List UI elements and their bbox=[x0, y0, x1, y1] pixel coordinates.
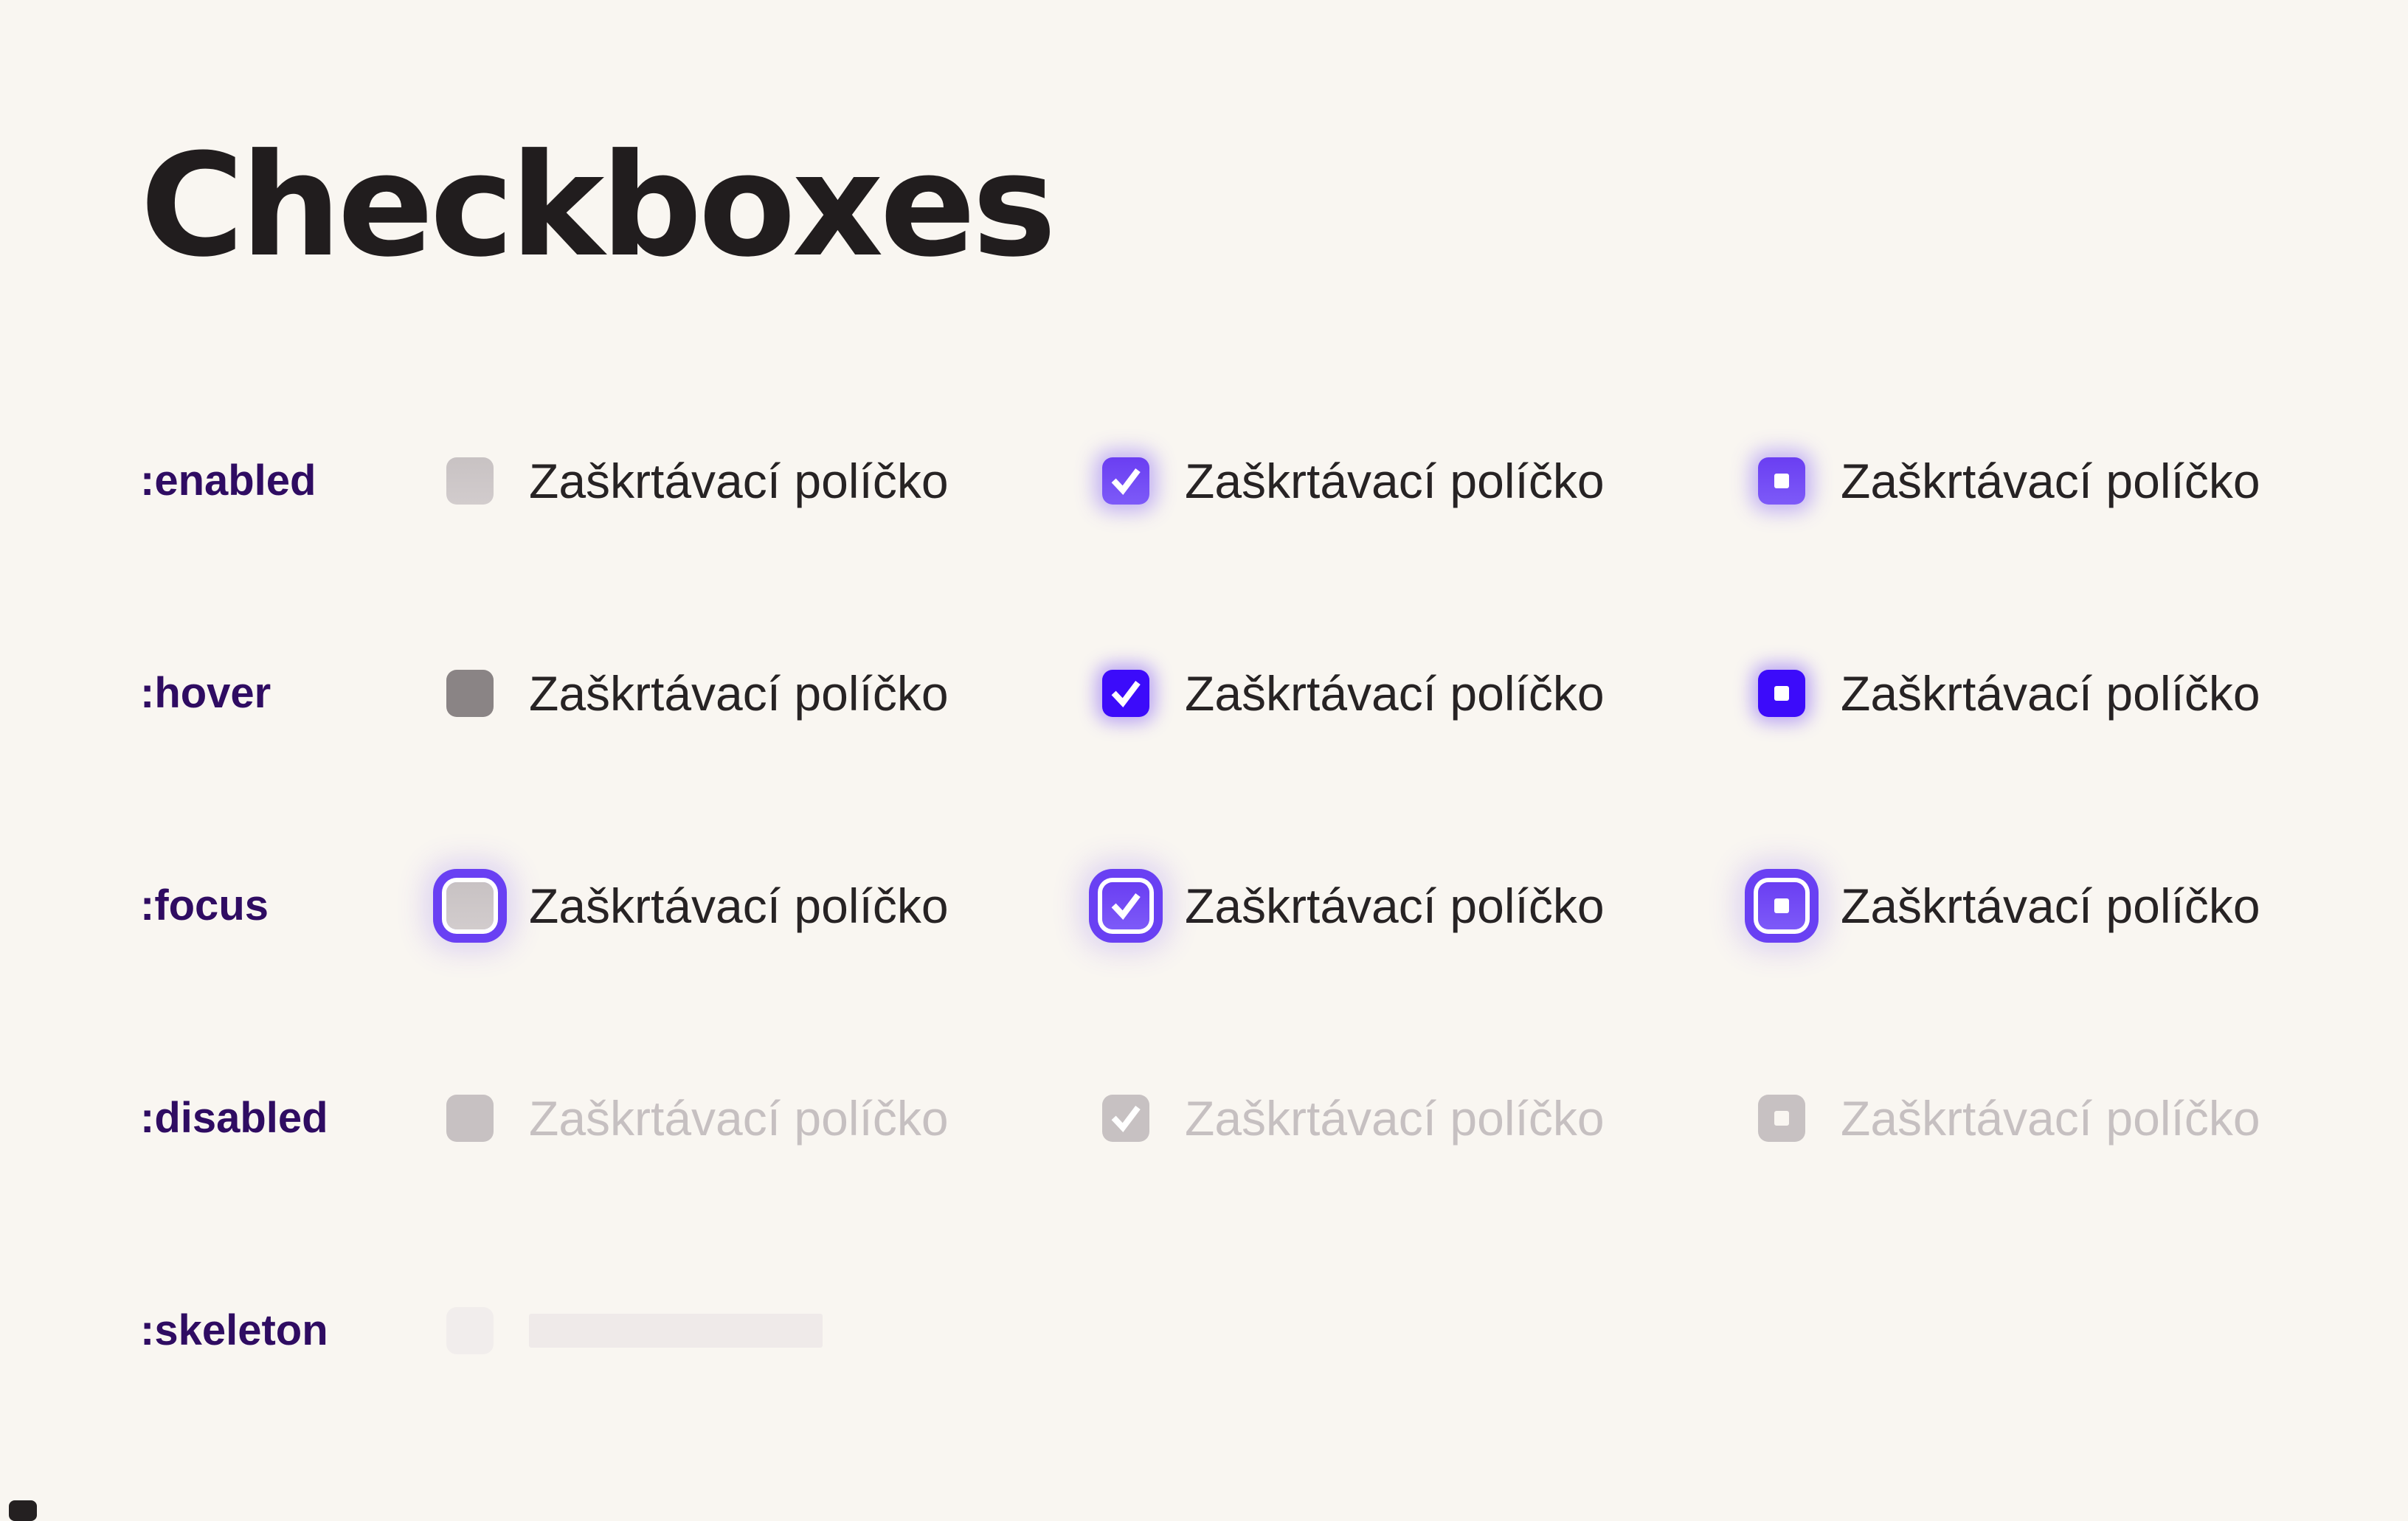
state-label: :enabled bbox=[140, 457, 316, 505]
checkbox-label: Zaškrtávací políčko bbox=[529, 1091, 949, 1146]
state-row-disabled: :disabled Zaškrtávací políčko Zaškrtávac… bbox=[140, 1012, 2408, 1224]
checkbox-item bbox=[446, 1307, 1102, 1355]
indeterminate-icon bbox=[1774, 686, 1789, 701]
checkbox-item: Zaškrtávací políčko bbox=[446, 669, 1102, 718]
checkbox-label: Zaškrtávací políčko bbox=[1185, 666, 1605, 721]
checkbox-focus-indeterminate[interactable] bbox=[1758, 882, 1805, 930]
states-grid: :enabled Zaškrtávací políčko Zaškrtávací… bbox=[140, 375, 2408, 1437]
checkbox-label: Zaškrtávací políčko bbox=[1841, 666, 2260, 721]
checkbox-item: Zaškrtávací políčko bbox=[1758, 669, 2408, 718]
checkbox-disabled-unchecked bbox=[446, 1095, 494, 1143]
skeleton-text-bar bbox=[529, 1314, 823, 1348]
checkbox-label: Zaškrtávací políčko bbox=[1841, 879, 2260, 934]
checkbox-item: Zaškrtávací políčko bbox=[446, 1094, 1102, 1143]
checkbox-item: Zaškrtávací políčko bbox=[1102, 881, 1758, 930]
state-row-hover: :hover Zaškrtávací políčko Zaškrtávací p… bbox=[140, 587, 2408, 800]
check-icon bbox=[1111, 468, 1141, 496]
state-label: :disabled bbox=[140, 1094, 328, 1143]
checkbox-item: Zaškrtávací políčko bbox=[1758, 1094, 2408, 1143]
indeterminate-icon bbox=[1774, 898, 1789, 914]
checkbox-item: Zaškrtávací políčko bbox=[1758, 881, 2408, 930]
checkbox-disabled-checked bbox=[1102, 1095, 1149, 1143]
checkbox-label: Zaškrtávací políčko bbox=[529, 666, 949, 721]
checkbox-label: Zaškrtávací políčko bbox=[1841, 454, 2260, 509]
checkbox-item: Zaškrtávací políčko bbox=[1758, 457, 2408, 505]
state-label: :skeleton bbox=[140, 1306, 328, 1355]
checkbox-label: Zaškrtávací políčko bbox=[1841, 1091, 2260, 1146]
checkbox-item: Zaškrtávací políčko bbox=[446, 881, 1102, 930]
checkbox-label: Zaškrtávací políčko bbox=[1185, 1091, 1605, 1146]
checkbox-focus-checked[interactable] bbox=[1102, 882, 1149, 930]
checkbox-focus-unchecked[interactable] bbox=[446, 882, 494, 930]
checkbox-item: Zaškrtávací políčko bbox=[1102, 669, 1758, 718]
state-label: :hover bbox=[140, 669, 271, 718]
checkbox-label: Zaškrtávací políčko bbox=[1185, 879, 1605, 934]
checkbox-label: Zaškrtávací políčko bbox=[1185, 454, 1605, 509]
checkbox-hover-checked[interactable] bbox=[1102, 670, 1149, 718]
checkbox-specimen-page: Checkboxes :enabled Zaškrtávací políčko … bbox=[140, 124, 2408, 1437]
indeterminate-icon bbox=[1774, 474, 1789, 489]
state-row-enabled: :enabled Zaškrtávací políčko Zaškrtávací… bbox=[140, 375, 2408, 587]
checkbox-item: Zaškrtávací políčko bbox=[1102, 1094, 1758, 1143]
checkbox-disabled-indeterminate bbox=[1758, 1095, 1805, 1143]
checkbox-item: Zaškrtávací políčko bbox=[1102, 457, 1758, 505]
check-icon bbox=[1111, 681, 1141, 708]
state-row-skeleton: :skeleton bbox=[140, 1224, 2408, 1437]
checkbox-skeleton bbox=[446, 1307, 494, 1355]
check-icon bbox=[1111, 1106, 1141, 1133]
state-row-focus: :focus Zaškrtávací políčko Zaškrtávací p… bbox=[140, 800, 2408, 1012]
checkbox-hover-indeterminate[interactable] bbox=[1758, 670, 1805, 718]
state-label: :focus bbox=[140, 881, 269, 930]
checkbox-hover-unchecked[interactable] bbox=[446, 670, 494, 718]
page-title: Checkboxes bbox=[140, 124, 1056, 288]
indeterminate-icon bbox=[1774, 1111, 1789, 1126]
check-icon bbox=[1111, 893, 1141, 921]
checkbox-enabled-checked[interactable] bbox=[1102, 457, 1149, 505]
checkbox-label: Zaškrtávací políčko bbox=[529, 879, 949, 934]
checkbox-label: Zaškrtávací políčko bbox=[529, 454, 949, 509]
checkbox-item: Zaškrtávací políčko bbox=[446, 457, 1102, 505]
checkbox-enabled-unchecked[interactable] bbox=[446, 457, 494, 505]
checkbox-enabled-indeterminate[interactable] bbox=[1758, 457, 1805, 505]
bottom-left-partial-element bbox=[9, 1500, 37, 1521]
